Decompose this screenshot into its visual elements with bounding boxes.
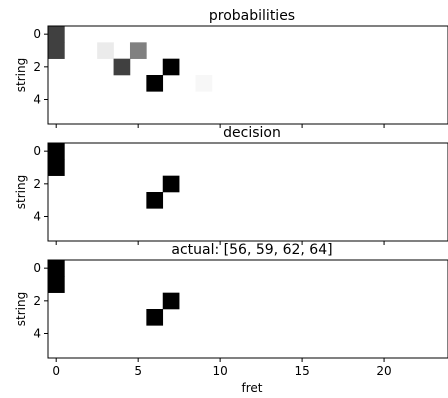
heatmap-cell	[162, 292, 180, 310]
panel-title: probabilities	[209, 8, 295, 24]
heatmap-cell	[48, 42, 65, 59]
heatmap-cell	[48, 276, 65, 293]
axes-frame	[47, 259, 448, 359]
panel-1: 0 2 4 decision string	[14, 125, 448, 245]
y-tick-label: 2	[33, 294, 41, 308]
heatmap-cell	[97, 42, 114, 59]
axes-frame	[47, 25, 448, 125]
heatmap-cell	[162, 58, 180, 76]
y-tick-label: 0	[33, 261, 41, 275]
y-tick-label: 2	[33, 177, 41, 191]
y-tick-label: 2	[33, 60, 41, 74]
heatmap-cell	[48, 26, 65, 43]
x-tick-label: 5	[134, 364, 142, 378]
heatmap-cell	[195, 75, 213, 92]
heatmap-cell	[48, 260, 65, 277]
y-tick-label: 0	[33, 144, 41, 158]
y-tick-label: 4	[33, 93, 41, 107]
y-axis-label: string	[14, 58, 28, 92]
y-tick-label: 4	[33, 210, 41, 224]
y-axis-label: string	[14, 292, 28, 326]
heatmap-cell	[113, 58, 131, 76]
y-tick-label: 4	[33, 327, 41, 341]
panel-title: actual: [56, 59, 62, 64]	[171, 242, 332, 258]
heatmap-cell	[146, 192, 164, 209]
panel-2: 0 2 4 0 5 10 15 20 actual: [56, 59, 62, 64] strin…	[14, 242, 448, 395]
axes-frame	[47, 142, 448, 242]
x-tick-label: 10	[212, 364, 227, 378]
heatmap-cell	[48, 143, 65, 160]
panel-title: decision	[223, 125, 281, 141]
heatmap-cell	[146, 75, 164, 92]
x-tick-label: 20	[376, 364, 391, 378]
heatmap-cell	[162, 175, 180, 193]
x-tick-label: 15	[294, 364, 309, 378]
heatmap-cell	[48, 159, 65, 176]
heatmap-cell	[129, 42, 147, 59]
panel-0: 0 2 4 probabilities string	[14, 8, 448, 128]
y-tick-label: 0	[33, 27, 41, 41]
x-tick-label: 0	[52, 364, 60, 378]
y-axis-label: string	[14, 175, 28, 209]
x-axis-label: fret	[242, 381, 263, 395]
heatmap-cell	[146, 309, 164, 326]
